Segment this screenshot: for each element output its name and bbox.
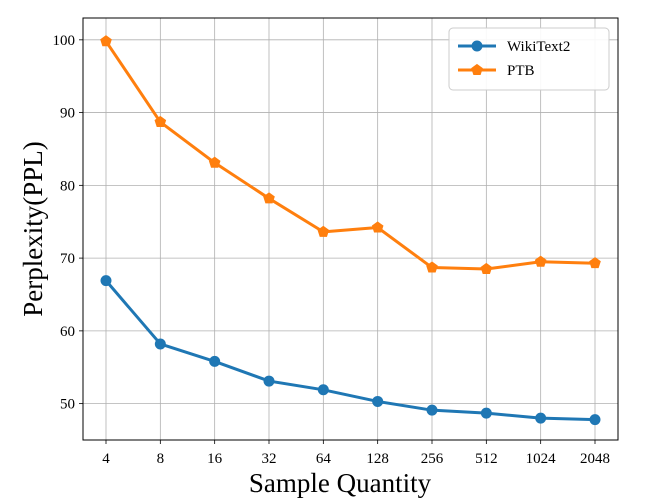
x-tick-label: 64 (316, 451, 332, 467)
data-point-ptb (371, 221, 384, 233)
x-tick-label: 16 (207, 451, 223, 467)
x-tick-label: 4 (102, 451, 110, 467)
x-tick-label: 256 (421, 451, 444, 467)
data-point-wikitext2 (154, 338, 166, 350)
legend-item-ptb: PTB (458, 63, 535, 79)
x-tick-label: 512 (475, 451, 498, 467)
x-tick-label: 1024 (526, 451, 557, 467)
data-point-ptb (100, 35, 112, 47)
data-point-wikitext2 (426, 404, 438, 416)
data-point-wikitext2 (589, 414, 601, 426)
legend-box (448, 27, 610, 91)
plot-frame (82, 17, 619, 441)
x-tick-label: 2048 (580, 451, 610, 467)
legend: WikiText2 PTB (448, 27, 610, 91)
data-point-wikitext2 (372, 395, 384, 407)
data-point-ptb (154, 115, 167, 127)
legend-marker (471, 63, 483, 75)
y-axis: 50 60 70 80 90 100 (53, 33, 83, 413)
data-point-ptb (589, 257, 601, 269)
data-point-ptb (317, 225, 330, 237)
data-point-wikitext2 (535, 412, 547, 424)
data-point-wikitext2 (480, 407, 492, 419)
data-point-ptb (426, 261, 438, 273)
data-point-ptb (208, 156, 221, 168)
y-tick-label: 80 (60, 178, 75, 194)
y-axis-title: Perplexity(PPL) (18, 141, 48, 317)
data-point-wikitext2 (263, 375, 275, 387)
data-point-wikitext2 (100, 275, 112, 287)
legend-label: PTB (507, 63, 535, 79)
legend-label: WikiText2 (507, 39, 570, 55)
legend-item-wikitext2: WikiText2 (458, 39, 570, 55)
data-point-ptb (480, 262, 493, 274)
data-point-ptb (263, 192, 275, 204)
x-axis: 4 8 16 32 64 128 256 512 1024 2048 (102, 440, 610, 467)
data-point-wikitext2 (317, 384, 329, 396)
series-line-wikitext2 (104, 279, 596, 422)
data-point-ptb (534, 255, 547, 267)
y-tick-label: 70 (60, 251, 75, 267)
y-tick-label: 50 (60, 397, 75, 413)
x-tick-label: 32 (262, 451, 277, 467)
series-ptb (100, 35, 601, 274)
y-tick-label: 100 (53, 33, 76, 49)
series-line-ptb (104, 40, 596, 271)
y-tick-label: 90 (60, 106, 75, 122)
series-wikitext2 (100, 275, 601, 426)
x-tick-label: 128 (366, 451, 389, 467)
y-tick-label: 60 (60, 324, 75, 340)
x-tick-label: 8 (157, 451, 165, 467)
x-axis-title: Sample Quantity (249, 468, 432, 498)
series-group (100, 35, 601, 426)
legend-marker (471, 40, 483, 52)
data-point-wikitext2 (209, 355, 221, 367)
